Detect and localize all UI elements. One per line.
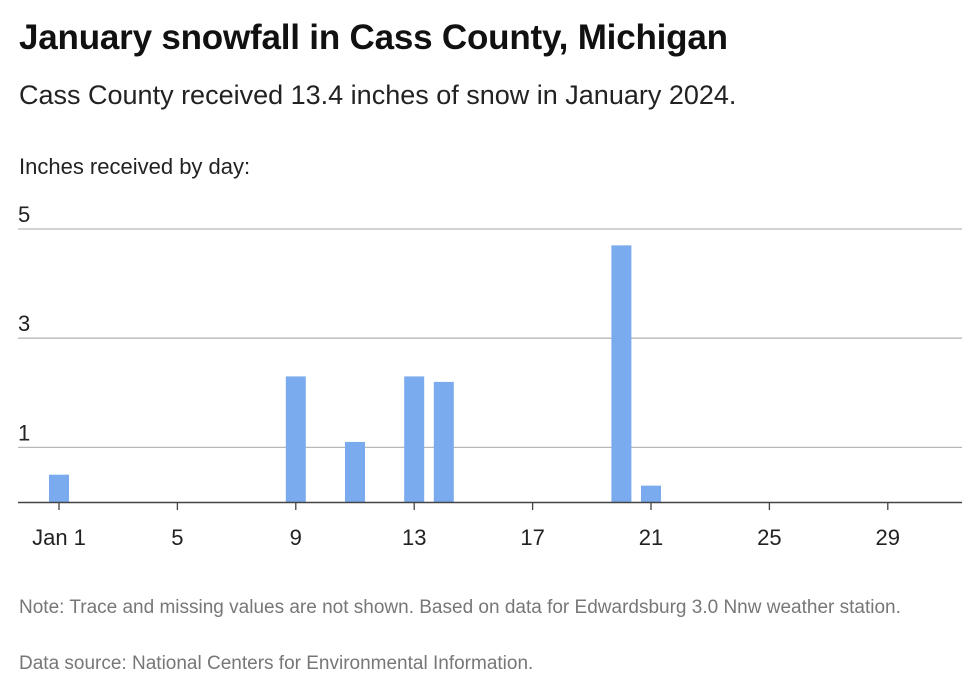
bars (49, 245, 661, 502)
bar-jan-21 (641, 485, 661, 502)
bar-jan-14 (433, 381, 454, 502)
bar-jan-20 (611, 245, 632, 502)
x-tick-label: 5 (171, 525, 183, 550)
x-tick-label: 9 (290, 525, 302, 550)
x-tick-label: 13 (402, 525, 426, 550)
bar-jan-13 (404, 376, 425, 502)
chart-subtitle: Cass County received 13.4 inches of snow… (19, 80, 737, 110)
x-axis: Jan 1 5 9 13 17 21 25 29 (18, 501, 962, 550)
bar-jan-9 (285, 376, 306, 502)
chart-title: January snowfall in Cass County, Michiga… (19, 18, 728, 57)
x-tick-label: 29 (876, 525, 900, 550)
x-tick-label: 25 (757, 525, 781, 550)
chart-note: Note: Trace and missing values are not s… (19, 597, 901, 618)
x-tick-label: Jan 1 (32, 525, 86, 550)
gridlines (18, 228, 962, 449)
x-tick-label: 17 (520, 525, 544, 550)
y-tick-label: 3 (18, 311, 30, 336)
data-source: Data source: National Centers for Enviro… (19, 653, 534, 674)
y-axis: 1 3 5 (18, 202, 30, 445)
bar-jan-11 (345, 441, 365, 502)
x-tick-label: 21 (639, 525, 663, 550)
bar-jan-1 (49, 474, 69, 502)
y-tick-label: 5 (18, 202, 30, 227)
y-tick-label: 1 (18, 420, 30, 445)
y-axis-caption: Inches received by day: (19, 154, 251, 179)
snowfall-bar-chart: Jan 1 5 9 13 17 21 25 29 135 (18, 202, 962, 550)
